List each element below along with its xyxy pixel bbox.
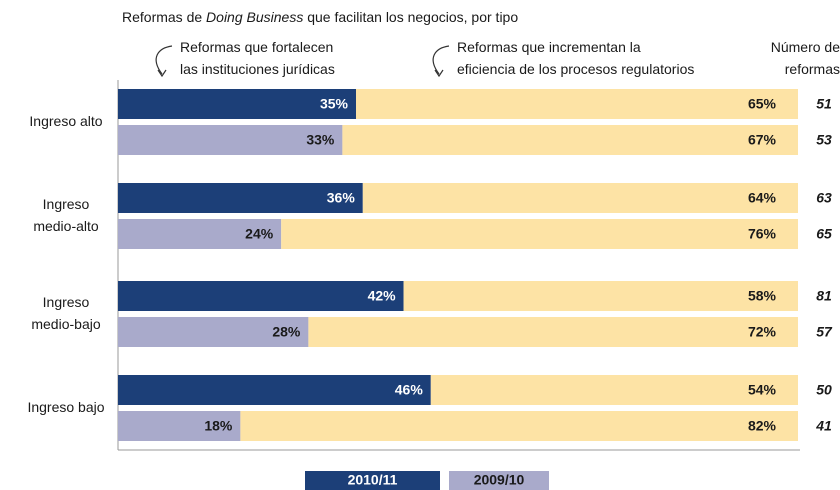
reforms-count: 51 bbox=[816, 96, 832, 112]
value-label: 28% bbox=[272, 324, 301, 340]
bar-segment bbox=[118, 317, 309, 347]
value-label: 82% bbox=[748, 418, 777, 434]
value-label: 42% bbox=[368, 288, 397, 304]
bar-segment bbox=[281, 219, 798, 249]
value-label: 58% bbox=[748, 288, 777, 304]
reforms-count: 65 bbox=[816, 226, 832, 242]
bar-segment bbox=[118, 281, 404, 311]
value-label: 18% bbox=[204, 418, 233, 434]
bar-segment bbox=[362, 183, 798, 213]
legend-swatch bbox=[449, 471, 549, 490]
bar-segment bbox=[118, 125, 343, 155]
bar-segment bbox=[403, 281, 798, 311]
annotation-arrow bbox=[434, 69, 444, 78]
value-label: 72% bbox=[748, 324, 777, 340]
value-label: 65% bbox=[748, 96, 777, 112]
reforms-count: 50 bbox=[816, 382, 832, 398]
bar-segment bbox=[118, 411, 241, 441]
reforms-count: 57 bbox=[816, 324, 833, 340]
value-label: 36% bbox=[327, 190, 356, 206]
reforms-count: 41 bbox=[815, 418, 832, 434]
value-label: 33% bbox=[306, 132, 335, 148]
bar-segment bbox=[308, 317, 798, 347]
category-label: Ingreso bajo bbox=[27, 399, 104, 415]
bar-segment bbox=[430, 375, 798, 405]
bar-segment bbox=[342, 125, 798, 155]
value-label: 24% bbox=[245, 226, 274, 242]
reforms-count: 53 bbox=[816, 132, 832, 148]
value-label: 46% bbox=[395, 382, 424, 398]
legend-swatch bbox=[305, 471, 440, 490]
annotation-arrow bbox=[155, 45, 173, 75]
bar-segment bbox=[118, 183, 363, 213]
category-label: Ingreso medio-bajo bbox=[31, 294, 100, 332]
category-label: Ingreso alto bbox=[29, 113, 102, 129]
segment-annotation: Reformas que fortalecen las instituciones… bbox=[180, 39, 335, 77]
bar-segment bbox=[356, 89, 798, 119]
value-label: 76% bbox=[748, 226, 777, 242]
legend-label: 2010/11 bbox=[348, 472, 398, 488]
value-label: 64% bbox=[748, 190, 777, 206]
legend-label: 2009/10 bbox=[474, 472, 525, 488]
value-label: 35% bbox=[320, 96, 349, 112]
bar-segment bbox=[118, 375, 431, 405]
reforms-count: 81 bbox=[816, 288, 832, 304]
category-label: Ingreso medio-alto bbox=[33, 196, 99, 234]
bar-segment bbox=[118, 89, 356, 119]
bar-segment bbox=[118, 219, 282, 249]
reforms-header: Número de reformas bbox=[771, 39, 840, 77]
annotation-arrow bbox=[432, 45, 450, 75]
bar-segment bbox=[240, 411, 798, 441]
chart-title: Reformas de Doing Business que facilitan… bbox=[122, 9, 518, 25]
value-label: 54% bbox=[748, 382, 777, 398]
value-label: 67% bbox=[748, 132, 777, 148]
reforms-count: 63 bbox=[816, 190, 832, 206]
segment-annotation: Reformas que incrementan la eficiencia de… bbox=[457, 39, 694, 77]
annotation-arrow bbox=[157, 69, 167, 78]
